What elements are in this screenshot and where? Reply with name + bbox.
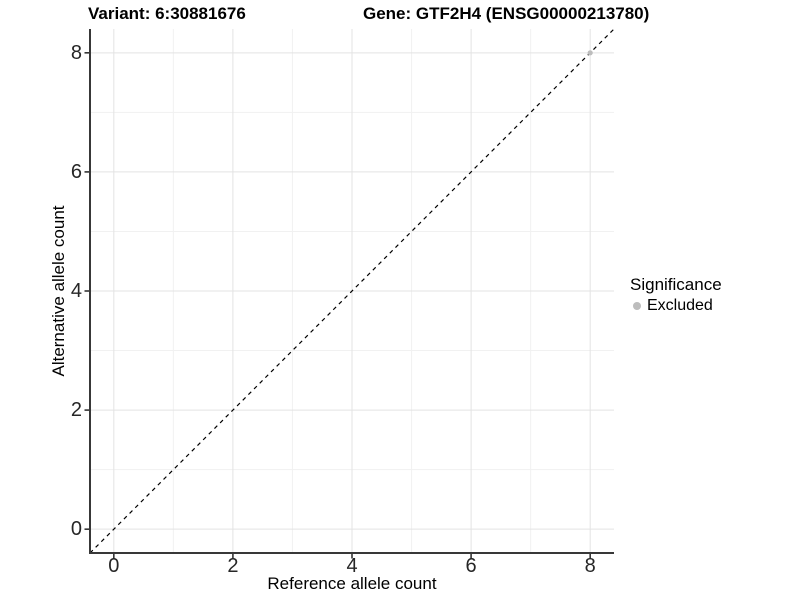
x-tick-label: 4: [346, 555, 358, 577]
data-point: [587, 50, 593, 56]
x-tick-label: 2: [227, 555, 239, 577]
legend-items: Excluded: [630, 297, 722, 315]
x-tick-label: 6: [465, 555, 477, 577]
y-tick-label: 4: [70, 280, 82, 302]
identity-dashed-line: [89, 28, 615, 554]
x-axis-title: Reference allele count: [267, 574, 437, 593]
legend-title: Significance: [630, 275, 722, 294]
plot-title-gene: Gene: GTF2H4 (ENSG00000213780): [363, 4, 650, 23]
y-tick-label: 2: [70, 399, 82, 422]
x-tick-label: 8: [584, 555, 596, 577]
legend-point-icon: [633, 302, 641, 310]
legend-item: Excluded: [630, 297, 722, 315]
x-tick-label: 0: [108, 555, 120, 577]
plot-title-variant: Variant: 6:30881676: [88, 4, 246, 23]
y-tick-label: 8: [70, 41, 82, 64]
y-tick-label: 6: [70, 160, 82, 183]
legend-item-label: Excluded: [647, 297, 713, 314]
y-axis-title: Alternative allele count: [49, 205, 68, 377]
y-tick-label: 0: [70, 518, 82, 541]
legend: Significance Excluded: [630, 275, 722, 315]
